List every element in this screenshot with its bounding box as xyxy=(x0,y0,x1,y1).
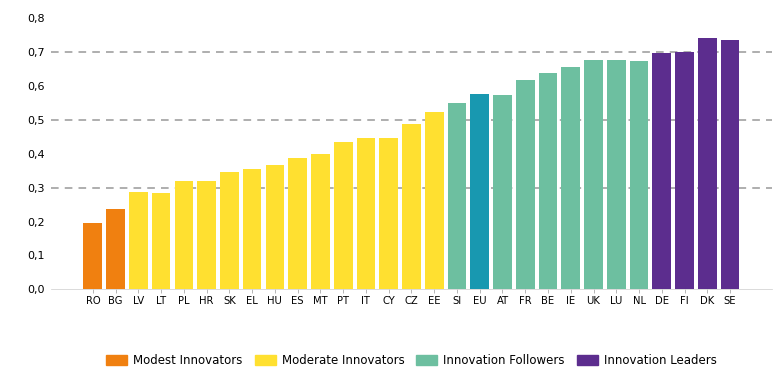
Bar xyxy=(698,37,717,289)
Bar xyxy=(607,60,626,289)
Bar xyxy=(152,193,171,289)
Bar xyxy=(356,138,375,289)
Bar xyxy=(493,95,512,289)
Bar xyxy=(721,40,739,289)
Bar xyxy=(379,138,398,289)
Bar xyxy=(539,73,558,289)
Bar xyxy=(562,67,580,289)
Bar xyxy=(675,52,694,289)
Bar xyxy=(175,181,193,289)
Bar xyxy=(584,60,603,289)
Bar xyxy=(83,223,102,289)
Bar xyxy=(243,168,261,289)
Bar xyxy=(334,142,353,289)
Bar xyxy=(197,181,216,289)
Bar xyxy=(311,154,330,289)
Bar xyxy=(265,164,284,289)
Bar xyxy=(652,53,671,289)
Bar xyxy=(289,158,307,289)
Bar xyxy=(220,172,239,289)
Bar xyxy=(470,94,489,289)
Legend: Modest Innovators, Moderate Innovators, Innovation Followers, Innovation Leaders: Modest Innovators, Moderate Innovators, … xyxy=(106,354,717,367)
Bar xyxy=(448,104,466,289)
Bar xyxy=(629,61,648,289)
Bar xyxy=(516,80,534,289)
Bar xyxy=(402,124,420,289)
Bar xyxy=(129,192,147,289)
Bar xyxy=(425,112,444,289)
Bar xyxy=(106,209,125,289)
